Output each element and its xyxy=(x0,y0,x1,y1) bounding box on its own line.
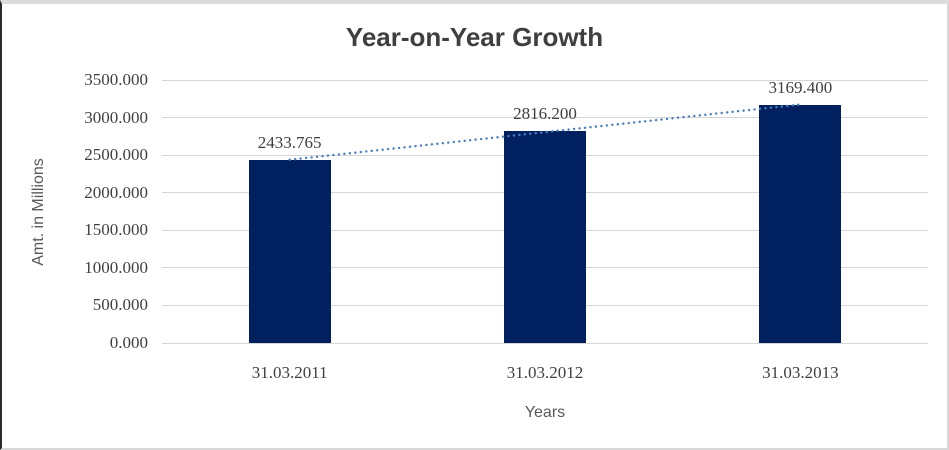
x-axis-title: Years xyxy=(524,404,566,421)
y-tick-label: 2500.000 xyxy=(84,145,148,165)
data-label: 3169.400 xyxy=(768,77,833,97)
bar-31.03.2011 xyxy=(248,160,331,343)
y-tick-label: 1000.000 xyxy=(84,257,148,277)
plot-area: 2433.765 2816.200 3169.400 xyxy=(162,77,928,344)
x-tick-label: 31.03.2013 xyxy=(762,363,839,382)
chart-title: Year-on-Year Growth xyxy=(345,22,604,52)
data-label: 2433.765 xyxy=(257,133,322,153)
x-tick-label: 31.03.2012 xyxy=(506,363,584,382)
y-tick-label: 3500.000 xyxy=(84,70,148,89)
y-axis-title: Amt. in Millions xyxy=(30,158,47,266)
y-tick-label: 1500.000 xyxy=(84,220,148,240)
x-tick-label: 31.03.2011 xyxy=(251,363,328,382)
y-tick-label: 500.000 xyxy=(92,295,148,315)
y-tick-label: 2000.000 xyxy=(84,182,148,202)
y-tick-label: 3000.000 xyxy=(84,107,148,127)
bar-31.03.2013 xyxy=(759,104,842,343)
data-label: 2816.200 xyxy=(513,104,577,124)
bar-31.03.2012 xyxy=(504,131,586,343)
y-tick-label: 0.000 xyxy=(109,333,148,352)
gridline xyxy=(162,79,928,81)
gridline xyxy=(162,342,928,344)
